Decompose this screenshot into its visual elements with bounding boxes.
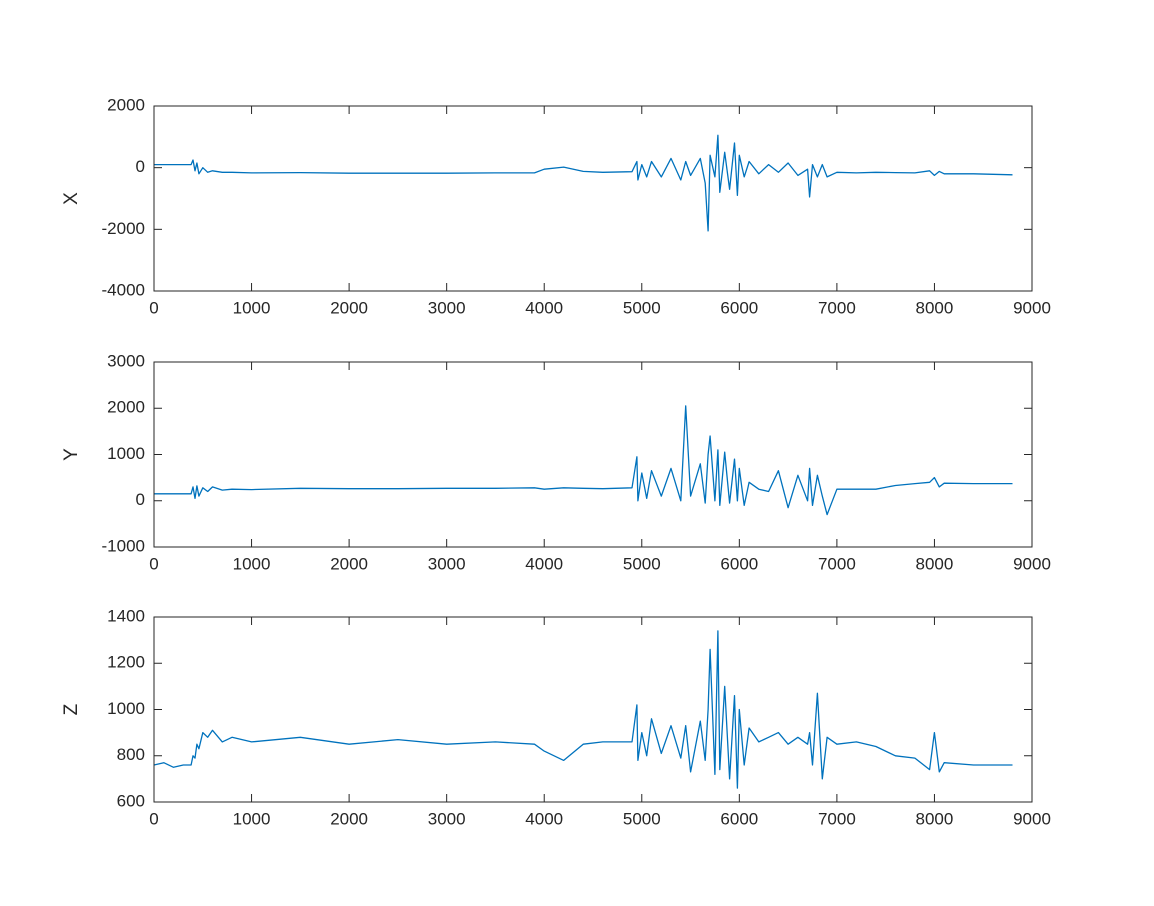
axes-box: [153, 361, 1033, 548]
y-tick-label: 1000: [107, 699, 145, 718]
x-tick-label: 1000: [233, 298, 271, 317]
data-line: [153, 630, 1013, 789]
x-tick-label: 7000: [818, 298, 856, 317]
x-tick-label: 0: [149, 809, 158, 828]
x-tick-label: 1000: [233, 554, 271, 573]
y-axis-label: X: [61, 192, 82, 205]
y-tick-label: 600: [117, 791, 145, 810]
x-tick-label: 1000: [233, 809, 271, 828]
x-tick-label: 8000: [916, 298, 954, 317]
x-tick-label: 5000: [623, 298, 661, 317]
y-tick-label: -1000: [102, 536, 145, 555]
y-tick-label: 1200: [107, 653, 145, 672]
data-line: [154, 405, 1013, 516]
x-tick-label: 4000: [525, 298, 563, 317]
x-tick-label: 4000: [525, 554, 563, 573]
y-tick-label: 0: [136, 157, 145, 176]
x-tick-label: 6000: [720, 809, 758, 828]
plot-area: [154, 617, 1032, 802]
y-tick-label: -4000: [102, 280, 145, 299]
x-tick-label: 7000: [818, 809, 856, 828]
x-tick-label: 2000: [330, 554, 368, 573]
y-tick-label: 1000: [107, 444, 145, 463]
x-tick-label: 4000: [525, 809, 563, 828]
y-tick-label: 800: [117, 745, 145, 764]
x-tick-label: 8000: [916, 554, 954, 573]
x-tick-label: 5000: [623, 554, 661, 573]
x-tick-label: 6000: [720, 554, 758, 573]
x-tick-label: 3000: [428, 554, 466, 573]
y-tick-label: 3000: [107, 351, 145, 370]
x-tick-label: 2000: [330, 809, 368, 828]
y-tick-label: -2000: [102, 219, 145, 238]
x-tick-label: 9000: [1013, 809, 1051, 828]
axes-box: [153, 616, 1033, 803]
x-tick-label: 0: [149, 298, 158, 317]
x-tick-label: 9000: [1013, 298, 1051, 317]
y-tick-label: 1400: [107, 606, 145, 625]
x-tick-label: 0: [149, 554, 158, 573]
axes-box: [153, 105, 1033, 292]
y-axis-label: Y: [61, 448, 82, 461]
y-tick-label: 2000: [107, 95, 145, 114]
data-line: [154, 134, 1013, 232]
x-tick-label: 5000: [623, 809, 661, 828]
x-tick-label: 9000: [1013, 554, 1051, 573]
x-tick-label: 2000: [330, 298, 368, 317]
x-tick-label: 6000: [720, 298, 758, 317]
plot-area: [154, 106, 1032, 291]
y-tick-label: 0: [136, 490, 145, 509]
x-tick-label: 7000: [818, 554, 856, 573]
plot-area: [154, 362, 1032, 547]
y-tick-label: 2000: [107, 398, 145, 417]
y-axis-label: Z: [61, 703, 82, 715]
x-tick-label: 3000: [428, 809, 466, 828]
x-tick-label: 3000: [428, 298, 466, 317]
x-tick-label: 8000: [916, 809, 954, 828]
